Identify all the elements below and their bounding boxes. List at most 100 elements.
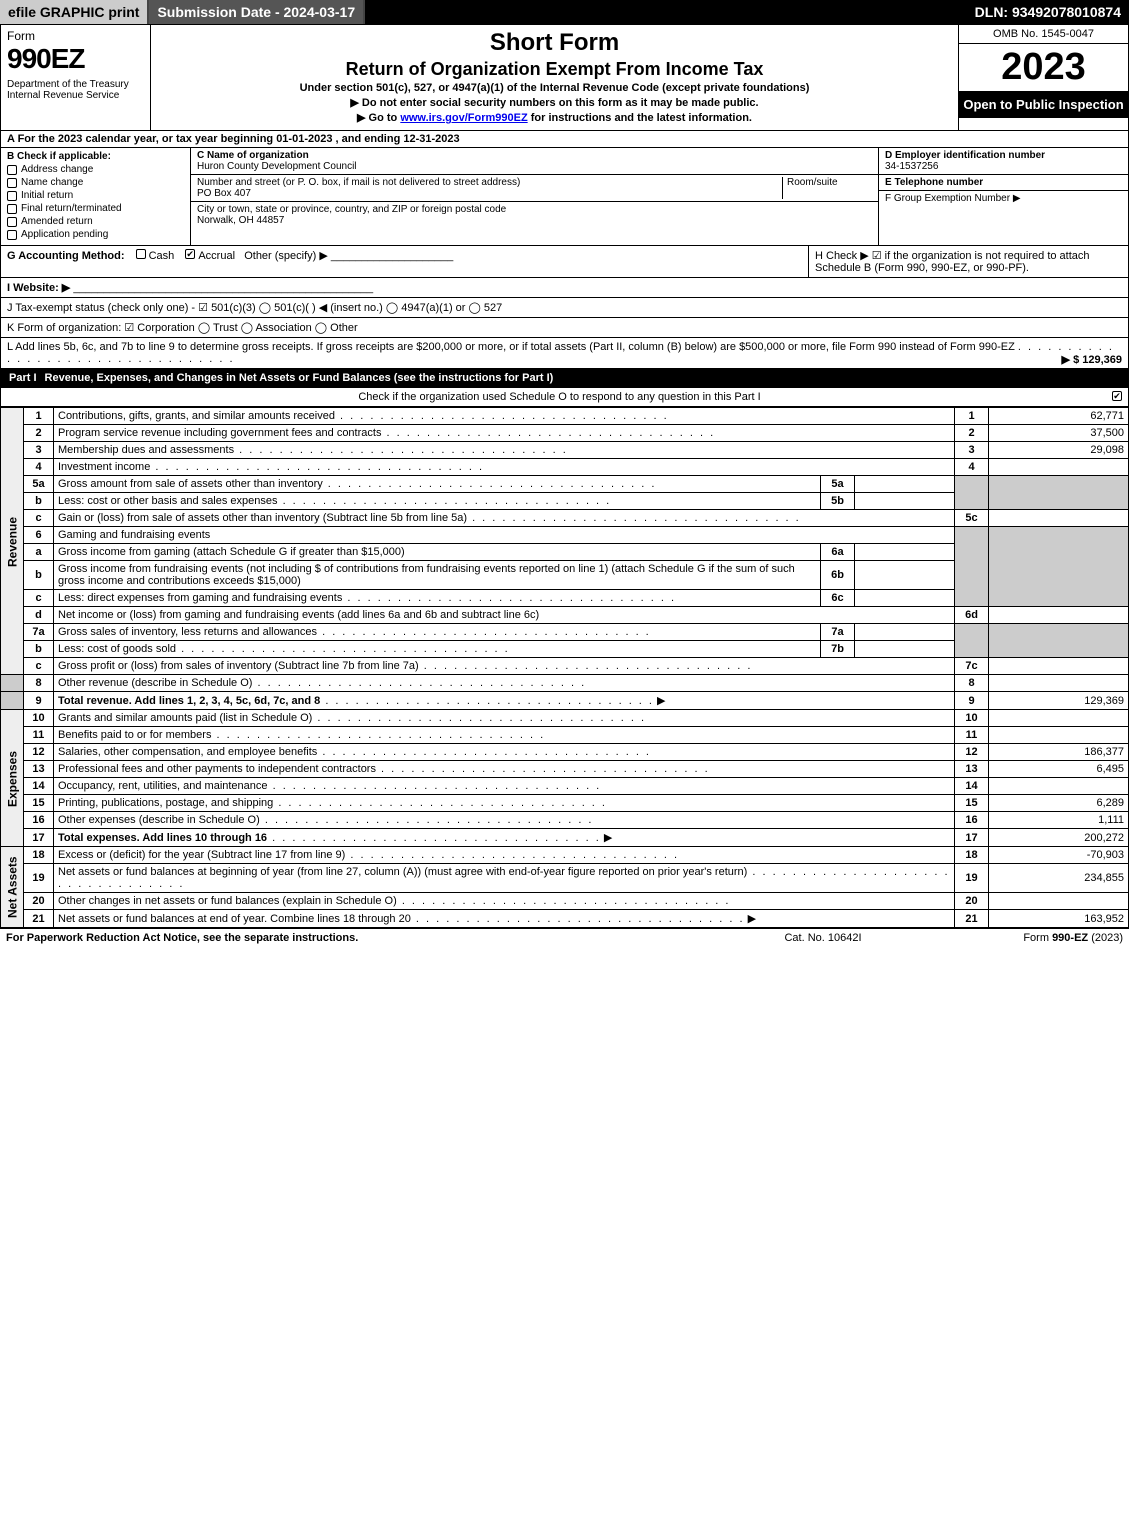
- ein-label: D Employer identification number: [885, 150, 1122, 161]
- header-right: OMB No. 1545-0047 2023 Open to Public In…: [958, 25, 1128, 130]
- line-desc: Other changes in net assets or fund bala…: [58, 895, 397, 907]
- line-desc: Less: cost or other basis and sales expe…: [58, 495, 278, 507]
- line-desc: Program service revenue including govern…: [58, 427, 381, 439]
- line-num: 14: [24, 778, 54, 795]
- checkbox-initial-return[interactable]: [7, 191, 17, 201]
- line-desc: Grants and similar amounts paid (list in…: [58, 712, 312, 724]
- line-value: 163,952: [989, 910, 1129, 928]
- checkbox-amended-return[interactable]: [7, 217, 17, 227]
- line-num: 3: [24, 442, 54, 459]
- line-desc: Gain or (loss) from sale of assets other…: [58, 512, 467, 524]
- table-row: dNet income or (loss) from gaming and fu…: [1, 607, 1129, 624]
- table-row: 4Investment income4: [1, 459, 1129, 476]
- line-num: 18: [24, 847, 54, 864]
- line-value: [989, 778, 1129, 795]
- line-rnum: 20: [955, 893, 989, 910]
- part-1-label: Part I: [9, 372, 45, 384]
- accounting-method-label: G Accounting Method:: [7, 250, 125, 262]
- checkbox-name-change[interactable]: [7, 178, 17, 188]
- tel-label: E Telephone number: [885, 177, 1122, 188]
- chk-label: Initial return: [21, 190, 73, 201]
- check-note-text: Check if the organization used Schedule …: [7, 391, 1112, 403]
- footer-left: For Paperwork Reduction Act Notice, see …: [6, 932, 723, 944]
- checkbox-address-change[interactable]: [7, 165, 17, 175]
- section-l-text: L Add lines 5b, 6c, and 7b to line 9 to …: [7, 341, 1015, 353]
- line-num: 11: [24, 727, 54, 744]
- table-row: 5aGross amount from sale of assets other…: [1, 476, 1129, 493]
- line-desc: Gross income from fundraising events (no…: [58, 563, 795, 587]
- sub-value: [855, 476, 955, 493]
- title-return: Return of Organization Exempt From Incom…: [159, 59, 950, 80]
- line-desc: Other expenses (describe in Schedule O): [58, 814, 260, 826]
- line-num: 12: [24, 744, 54, 761]
- irs-link[interactable]: www.irs.gov/Form990EZ: [400, 112, 527, 124]
- header-center: Short Form Return of Organization Exempt…: [151, 25, 958, 130]
- form-number: 990EZ: [7, 43, 144, 75]
- line-rnum: 7c: [955, 658, 989, 675]
- table-row: cGross profit or (loss) from sales of in…: [1, 658, 1129, 675]
- line-desc: Salaries, other compensation, and employ…: [58, 746, 317, 758]
- line-value: -70,903: [989, 847, 1129, 864]
- sub-num: 6b: [821, 561, 855, 590]
- line-num: 8: [24, 675, 54, 692]
- table-row: 3Membership dues and assessments329,098: [1, 442, 1129, 459]
- checkbox-cash[interactable]: [136, 249, 146, 259]
- side-label-revenue: Revenue: [1, 408, 24, 675]
- table-row: 6Gaming and fundraising events: [1, 527, 1129, 544]
- table-row: 11Benefits paid to or for members11: [1, 727, 1129, 744]
- chk-label: Application pending: [21, 229, 108, 240]
- line-rnum: 16: [955, 812, 989, 829]
- line-rnum: 1: [955, 408, 989, 425]
- section-g-h: G Accounting Method: Cash Accrual Other …: [0, 246, 1129, 278]
- goto-pre: ▶ Go to: [357, 112, 400, 124]
- checkbox-application-pending[interactable]: [7, 230, 17, 240]
- line-desc: Net assets or fund balances at end of ye…: [58, 913, 411, 925]
- line-num: a: [24, 544, 54, 561]
- chk-label: Amended return: [21, 216, 93, 227]
- top-bar: efile GRAPHIC print Submission Date - 20…: [0, 0, 1129, 24]
- line-rnum: 5c: [955, 510, 989, 527]
- line-num: 20: [24, 893, 54, 910]
- line-value: [989, 727, 1129, 744]
- table-row: 9Total revenue. Add lines 1, 2, 3, 4, 5c…: [1, 692, 1129, 710]
- table-row: 2 Program service revenue including gover…: [1, 425, 1129, 442]
- org-name-label: C Name of organization: [197, 150, 872, 161]
- section-c: C Name of organization Huron County Deve…: [191, 148, 878, 245]
- ein-value: 34-1537256: [885, 161, 1122, 172]
- department-label: Department of the Treasury Internal Reve…: [7, 79, 144, 101]
- line-num: c: [24, 510, 54, 527]
- line-num: 7a: [24, 624, 54, 641]
- line-desc: Less: cost of goods sold: [58, 643, 176, 655]
- sub-num: 5b: [821, 493, 855, 510]
- line-value: [989, 675, 1129, 692]
- line-rnum: 3: [955, 442, 989, 459]
- sub-value: [855, 544, 955, 561]
- line-num: 21: [24, 910, 54, 928]
- checkbox-final-return[interactable]: [7, 204, 17, 214]
- chk-label: Address change: [21, 164, 93, 175]
- efile-print-button[interactable]: efile GRAPHIC print: [0, 0, 149, 24]
- sub-value: [855, 561, 955, 590]
- table-row: 19Net assets or fund balances at beginni…: [1, 864, 1129, 893]
- line-rnum: 6d: [955, 607, 989, 624]
- line-rnum: 2: [955, 425, 989, 442]
- table-row: 21 Net assets or fund balances at end of …: [1, 910, 1129, 928]
- chk-label: Name change: [21, 177, 83, 188]
- table-row: 8Other revenue (describe in Schedule O)8: [1, 675, 1129, 692]
- line-desc: Excess or (deficit) for the year (Subtra…: [58, 849, 345, 861]
- revenue-table: Revenue 1Contributions, gifts, grants, a…: [0, 407, 1129, 928]
- ssn-warning: ▶ Do not enter social security numbers o…: [159, 96, 950, 109]
- line-rnum: 11: [955, 727, 989, 744]
- table-row: 7aGross sales of inventory, less returns…: [1, 624, 1129, 641]
- sub-num: 5a: [821, 476, 855, 493]
- table-row: c Gain or (loss) from sale of assets othe…: [1, 510, 1129, 527]
- line-value: 37,500: [989, 425, 1129, 442]
- checkbox-accrual[interactable]: [185, 249, 195, 259]
- section-j: J Tax-exempt status (check only one) - ☑…: [0, 298, 1129, 318]
- line-value: [989, 710, 1129, 727]
- line-value: 6,495: [989, 761, 1129, 778]
- sub-num: 7a: [821, 624, 855, 641]
- footer-form-pre: Form: [1023, 932, 1052, 944]
- header-left: Form 990EZ Department of the Treasury In…: [1, 25, 151, 130]
- checkbox-schedule-o[interactable]: [1112, 391, 1122, 401]
